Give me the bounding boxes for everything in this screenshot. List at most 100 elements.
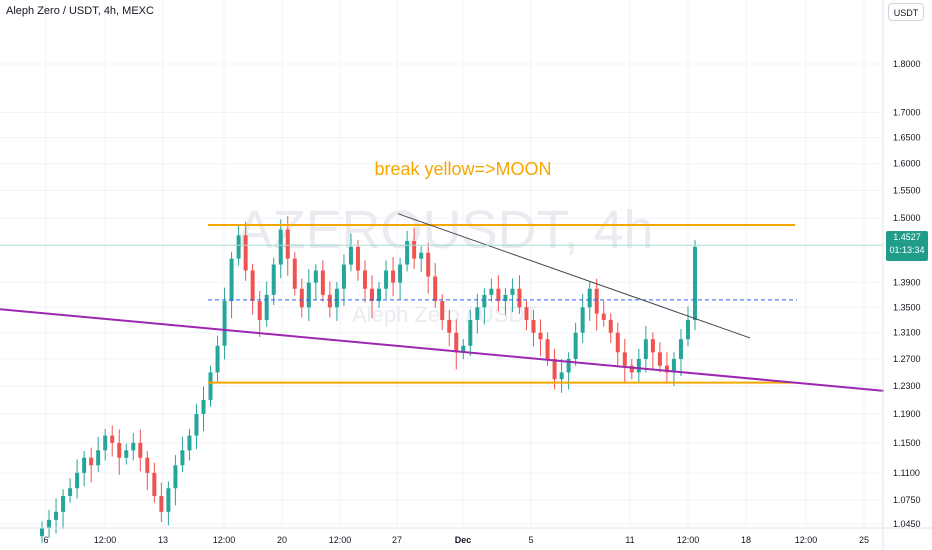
candle-body [594, 288, 599, 314]
candle-body [650, 339, 655, 353]
candle-body [545, 339, 550, 359]
candle-body [398, 264, 403, 283]
candle-body [489, 288, 494, 295]
candle-body [320, 270, 325, 295]
candle-body [580, 307, 585, 333]
candle-body [601, 313, 606, 320]
candle-body [643, 339, 648, 359]
y-tick-label: 1.5500 [893, 185, 921, 195]
x-tick-label: 12:00 [677, 535, 700, 545]
candle-body [608, 319, 613, 333]
candle-body [573, 332, 578, 359]
candle-body [538, 332, 543, 340]
x-tick-label: 5 [528, 535, 533, 545]
candle-body [68, 488, 73, 497]
candle-body [96, 450, 101, 466]
candle-body [313, 270, 318, 283]
candle-body [615, 332, 620, 353]
candle-body [180, 450, 185, 466]
x-tick-label: 18 [741, 535, 751, 545]
candle-body [587, 288, 592, 308]
y-tick-label: 1.2700 [893, 354, 921, 364]
candle-body [229, 258, 234, 302]
candle-body [468, 319, 473, 346]
annotation-text[interactable]: break yellow=>MOON [374, 159, 551, 179]
candle-body [208, 372, 213, 400]
candle-body [341, 264, 346, 289]
y-tick-label: 1.6000 [893, 159, 921, 169]
candle-body [327, 294, 332, 308]
x-tick-label: Dec [455, 535, 472, 545]
candle-body [426, 252, 431, 277]
candle-body [693, 246, 697, 320]
candle-body [636, 358, 641, 373]
candle-body [166, 488, 171, 512]
candle-body [377, 288, 382, 302]
candle-body [664, 365, 669, 373]
candle-body [348, 246, 353, 265]
candle-body [475, 307, 480, 320]
last-price: 1.4527 [893, 232, 921, 242]
candle-body [194, 414, 199, 436]
y-tick-label: 1.3100 [893, 328, 921, 338]
candle-body [433, 276, 438, 302]
candle-body [124, 450, 129, 458]
candle-body [117, 442, 122, 458]
candle-body [222, 301, 227, 346]
candle-body [355, 246, 360, 271]
x-tick-label: 12:00 [795, 535, 818, 545]
candle-body [278, 229, 283, 265]
purple-support-line [0, 308, 885, 392]
x-tick-label: 27 [392, 535, 402, 545]
candle-body [391, 270, 396, 283]
candle-body [138, 442, 143, 458]
candle-body [236, 235, 241, 259]
candle-body [187, 435, 192, 451]
candle-body [510, 288, 515, 295]
candle-body [657, 352, 662, 366]
y-tick-label: 1.6500 [893, 133, 921, 143]
candle-body [257, 301, 262, 320]
chart-title: Aleph Zero / USDT, 4h, MEXC [6, 5, 154, 17]
currency-button[interactable]: USDT [888, 3, 924, 21]
candle-body [496, 288, 501, 302]
candle-body [552, 358, 557, 380]
y-tick-label: 1.5000 [893, 213, 921, 223]
candle-body [678, 339, 683, 359]
candle-body [61, 496, 66, 512]
candle-body [82, 457, 87, 473]
x-tick-label: 12:00 [94, 535, 117, 545]
candle-body [419, 252, 424, 259]
candle-body [54, 511, 59, 520]
candle-body [173, 465, 178, 489]
candle-body [524, 307, 529, 320]
candle-body [306, 282, 311, 308]
x-tick-label: 20 [277, 535, 287, 545]
candle-body [566, 358, 571, 373]
candle-body [370, 288, 375, 302]
candles [40, 216, 697, 543]
y-tick-label: 1.3500 [893, 302, 921, 312]
y-tick-label: 1.1100 [893, 468, 920, 478]
x-tick-label: 6 [43, 535, 48, 545]
watermark-name: Aleph Zero / USDT [352, 302, 538, 327]
candle-body [559, 372, 564, 380]
candle-body [622, 352, 627, 366]
candle-body [362, 270, 367, 289]
candle-body [159, 496, 164, 512]
candle-body [461, 345, 466, 353]
candle-body [482, 294, 487, 308]
y-tick-label: 1.2300 [893, 381, 921, 391]
candle-body [440, 301, 445, 320]
candle-body [243, 235, 248, 271]
candle-body [671, 358, 676, 373]
y-tick-label: 1.3900 [893, 278, 921, 288]
descending-trendline [397, 213, 751, 339]
x-tick-label: 12:00 [213, 535, 236, 545]
candle-body [334, 288, 339, 308]
candle-body [412, 241, 417, 259]
candle-body [531, 319, 536, 333]
candle-body [685, 319, 690, 340]
